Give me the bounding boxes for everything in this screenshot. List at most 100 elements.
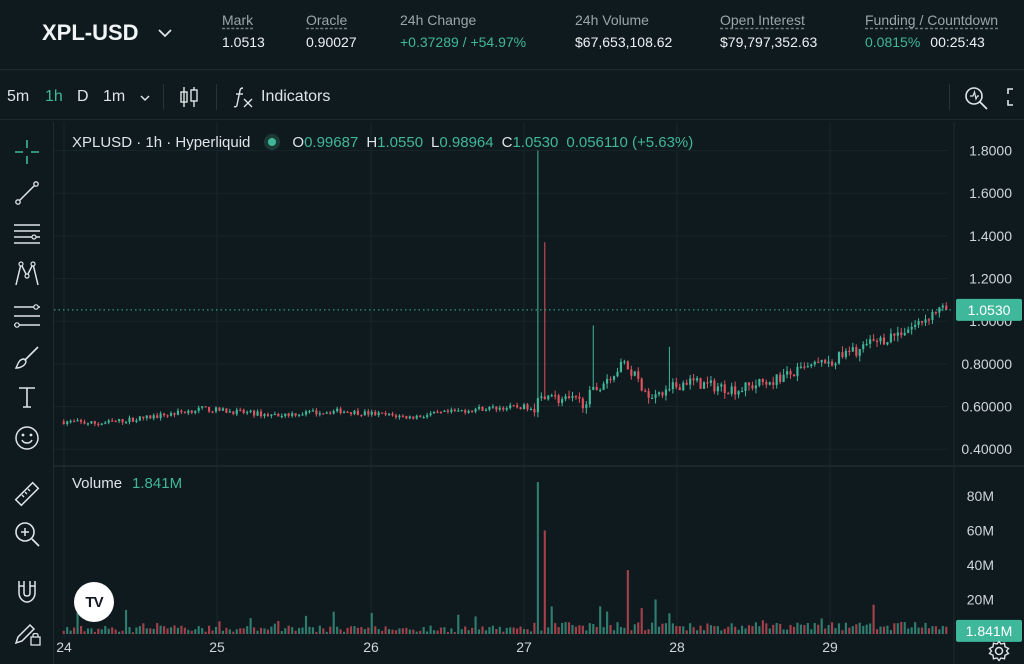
volume-bar — [592, 624, 595, 634]
ohlc-close-label: C — [501, 134, 513, 151]
fib-tool[interactable] — [11, 300, 43, 332]
volume-bar — [135, 627, 138, 634]
timeframe-1m[interactable]: 1m — [103, 88, 126, 105]
stat-label[interactable]: Oracle — [306, 12, 348, 28]
candle-body — [187, 410, 190, 414]
stat-label[interactable]: Open Interest — [720, 12, 805, 28]
lock-drawing-tool[interactable] — [11, 617, 43, 649]
timeframe-5m[interactable]: 5m — [7, 88, 30, 105]
volume-bar — [90, 628, 93, 634]
volume-bar — [879, 626, 882, 634]
volume-bar — [533, 622, 536, 634]
function-fx-icon[interactable] — [232, 85, 254, 109]
candlestick-type-icon[interactable] — [178, 85, 200, 109]
crosshair-icon — [15, 140, 39, 164]
volume-bar — [713, 626, 716, 634]
price-chart[interactable]: 1.8000 1.6000 1.4000 1.2000 1.0000 0.80000 0.6… — [54, 122, 1024, 664]
candle-body — [73, 420, 76, 423]
volume-bar — [332, 611, 335, 634]
candle-body — [734, 386, 737, 395]
volume-bar — [588, 623, 591, 634]
tradingview-logo-text: TV — [85, 593, 103, 611]
zoom-reset-icon[interactable] — [963, 85, 989, 111]
volume-bar — [69, 630, 72, 634]
candle-body — [124, 422, 128, 424]
zoom-in-tool[interactable] — [11, 518, 43, 550]
candle-body — [481, 406, 484, 411]
candle-body — [516, 405, 519, 408]
volume-bar — [720, 630, 723, 634]
chart-canvas[interactable]: 1.80001.60001.40001.20001.00000.800000.6… — [54, 122, 1024, 664]
trend-line-tool[interactable] — [11, 177, 43, 209]
volume-bar — [446, 631, 449, 634]
volume-bar — [779, 623, 782, 634]
volume-bar — [945, 626, 948, 634]
volume-bar — [450, 628, 453, 634]
volume-bar — [927, 628, 931, 634]
timeframe-1h[interactable]: 1h — [45, 88, 63, 105]
candle-body — [121, 419, 124, 423]
ohlc-high: 1.0550 — [377, 134, 424, 151]
fullscreen-icon[interactable] — [1006, 87, 1024, 107]
volume-bar — [464, 626, 467, 634]
candle-body — [249, 410, 252, 412]
timeframe-d[interactable]: D — [77, 88, 89, 105]
volume-bar — [204, 631, 207, 634]
candle-body — [495, 406, 498, 410]
chevron-down-icon[interactable] — [156, 24, 174, 42]
brush-tool[interactable] — [11, 341, 43, 373]
candle-body — [751, 385, 754, 389]
volume-bar — [543, 530, 546, 634]
candle-body — [792, 374, 796, 377]
candle-body — [315, 410, 318, 415]
tradingview-logo[interactable]: TV — [74, 582, 114, 622]
candle-body — [467, 410, 470, 413]
stat-funding: Funding / Countdown 0.0815% 00:25:43 — [865, 12, 998, 50]
candle-body — [422, 417, 425, 419]
candle-body — [391, 413, 394, 416]
candle-body — [166, 415, 169, 417]
ruler-icon — [14, 481, 40, 507]
indicators-button[interactable]: Indicators — [261, 88, 331, 105]
emoji-tool[interactable] — [11, 422, 43, 454]
candle-body — [342, 411, 346, 414]
volume-bar — [747, 625, 751, 634]
horizontal-lines-tool[interactable] — [11, 218, 43, 250]
candle-body — [488, 406, 491, 410]
candle-body — [896, 332, 899, 336]
stat-label[interactable]: Funding / Countdown — [865, 12, 999, 28]
measure-tool[interactable] — [11, 478, 43, 510]
candle-body — [602, 383, 605, 390]
candle-body — [699, 378, 702, 389]
volume-bar — [920, 627, 924, 634]
volume-bar — [699, 625, 702, 634]
volume-bar — [751, 626, 754, 634]
volume-bar — [647, 629, 650, 634]
symbol-name[interactable]: XPL-USD — [42, 20, 139, 45]
candle-body — [439, 411, 443, 413]
candle-body — [841, 352, 844, 358]
volume-bar — [924, 622, 927, 634]
settings-gear-icon[interactable] — [988, 640, 1010, 662]
stat-24h-change: 24h Change +0.37289 / +54.97% — [400, 12, 526, 50]
chevron-down-icon[interactable] — [138, 91, 152, 105]
volume-bar — [709, 625, 712, 634]
price-tick-label: 1.4000 — [969, 228, 1012, 244]
volume-bar — [356, 627, 359, 634]
candle-body — [547, 395, 550, 400]
text-tool[interactable] — [11, 381, 43, 413]
magnet-tool[interactable] — [11, 575, 43, 607]
volume-bar — [640, 608, 643, 634]
volume-legend: Volume 1.841M — [72, 475, 182, 492]
volume-bar — [304, 615, 308, 634]
volume-bar — [149, 628, 152, 634]
volume-bar — [516, 628, 519, 634]
stat-mark: Mark 1.0513 — [222, 12, 265, 50]
pencil-lock-icon — [14, 623, 41, 646]
candle-body — [436, 411, 439, 413]
candle-body — [882, 337, 886, 345]
pattern-tool[interactable] — [11, 258, 43, 290]
stat-label[interactable]: Mark — [222, 12, 254, 28]
crosshair-tool[interactable] — [11, 136, 43, 168]
volume-bar — [398, 628, 401, 634]
